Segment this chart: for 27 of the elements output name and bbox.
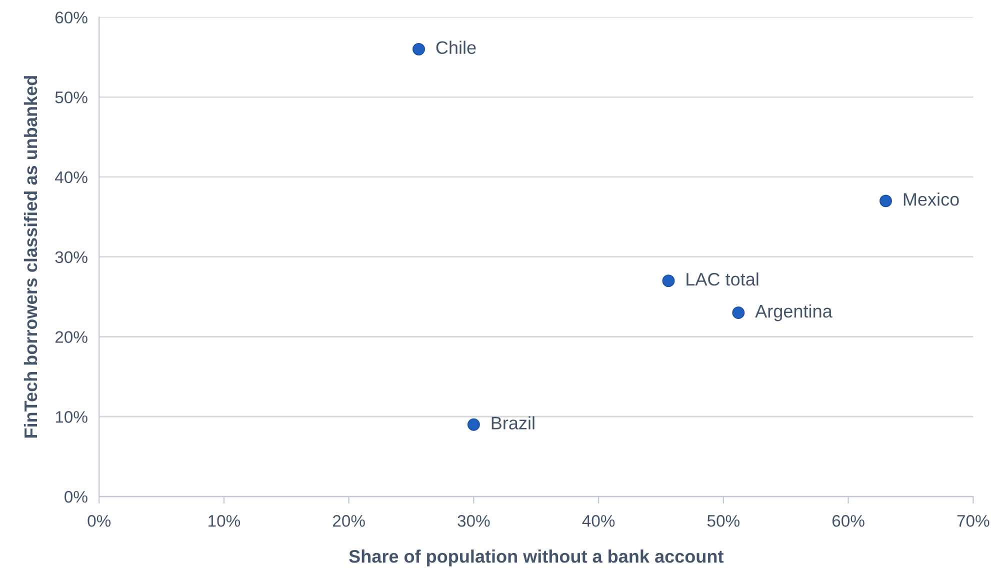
x-tick-label: 30% — [458, 515, 490, 527]
point — [880, 194, 892, 208]
annotation: Argentina — [755, 304, 832, 322]
x-tick-label: 40% — [582, 515, 615, 527]
x-axis-title: Share of population without a bank account — [349, 550, 724, 566]
y-tick-label: 20% — [55, 331, 88, 343]
annotation: Chile — [436, 40, 476, 54]
y-tick-label: 50% — [55, 92, 88, 104]
annotation: LAC total — [686, 272, 758, 286]
y-axis-title: FinTech borrowers classified as unbanked — [24, 76, 38, 438]
x-tick-label: 60% — [832, 515, 864, 527]
point — [412, 42, 425, 56]
point — [732, 306, 745, 320]
point — [662, 274, 675, 288]
point — [467, 418, 480, 431]
x-tick-label: 10% — [208, 515, 240, 527]
x-tick-label: 20% — [332, 515, 365, 527]
x-tick-label: 50% — [707, 515, 740, 527]
x-tick-label: 0% — [88, 515, 111, 527]
y-tick-label: 30% — [55, 251, 88, 264]
y-tick-label: 60% — [55, 12, 88, 24]
y-tick-label: 0% — [64, 490, 88, 503]
annotation: Brazil — [492, 416, 534, 430]
y-tick-label: 10% — [56, 411, 88, 423]
y-tick-label: 40% — [55, 171, 88, 184]
annotation: Mexico — [904, 192, 959, 206]
x-tick-label: 70% — [957, 515, 990, 527]
